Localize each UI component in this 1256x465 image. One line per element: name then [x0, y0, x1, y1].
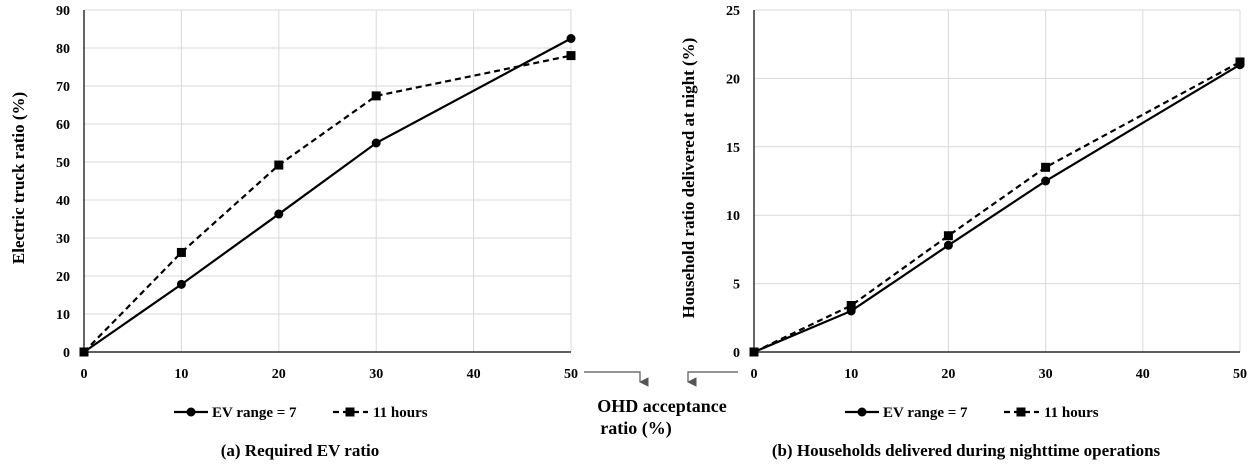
tick-labels: 0 5 10 15 20 25 0 10 20 30 40 50	[726, 4, 1247, 382]
legend-marker-circle	[857, 407, 867, 417]
legend-marker-square	[1016, 407, 1026, 417]
shared-label-line-1: OHD acceptance	[597, 396, 726, 416]
y-tick-label: 40	[56, 194, 70, 209]
arrow-left	[584, 371, 649, 387]
data-point-square	[274, 160, 284, 170]
shared-x-axis-label: OHD acceptance ratio (%)	[584, 371, 738, 439]
legend-label-series-2: 11 hours	[1044, 405, 1099, 421]
series-line-2	[753, 61, 1241, 353]
data-point-circle	[274, 209, 284, 219]
y-tick-label: 20	[56, 270, 70, 285]
gridlines	[84, 9, 572, 352]
legend-marker-circle	[186, 407, 196, 417]
data-point-square	[371, 91, 381, 101]
series-line-1	[753, 63, 1241, 354]
data-point-square	[846, 300, 856, 310]
chart-households-delivered: 0 5 10 15 20 25 0 10 20 30 40 50 Household ratio de…	[679, 4, 1247, 460]
series-line-2	[83, 54, 572, 353]
y-tick-label: 15	[726, 141, 740, 156]
data-point-circle	[176, 279, 186, 289]
data-point-square	[943, 231, 953, 241]
chart-caption: (a) Required EV ratio	[221, 441, 380, 460]
series	[79, 34, 576, 357]
chart-caption: (b) Households delivered during nighttim…	[772, 441, 1161, 460]
x-tick-label: 30	[369, 367, 383, 382]
legend: EV range = 7 11 hours	[845, 405, 1099, 421]
y-tick-label: 30	[56, 232, 70, 247]
x-tick-label: 10	[174, 367, 188, 382]
x-tick-label: 50	[1233, 367, 1247, 382]
data-point-circle	[1041, 176, 1051, 186]
x-tick-label: 0	[81, 367, 88, 382]
x-tick-label: 0	[751, 367, 758, 382]
data-point-square	[176, 247, 186, 257]
x-tick-label: 40	[467, 367, 481, 382]
x-tick-label: 50	[564, 367, 578, 382]
data-point-square	[749, 347, 759, 357]
arrow-right	[687, 371, 738, 387]
x-tick-label: 30	[1039, 367, 1053, 382]
y-tick-label: 0	[733, 346, 740, 361]
x-tick-label: 40	[1136, 367, 1150, 382]
y-tick-label: 25	[726, 4, 740, 19]
data-point-circle	[943, 240, 953, 250]
y-tick-label: 80	[56, 42, 70, 57]
data-point-square	[79, 347, 89, 357]
data-point-square	[1235, 57, 1245, 67]
y-tick-label: 20	[726, 72, 740, 87]
y-tick-label: 60	[56, 118, 70, 133]
shared-label-line-2: ratio (%)	[600, 418, 671, 439]
y-tick-label: 10	[56, 308, 70, 323]
y-tick-label: 70	[56, 80, 70, 95]
x-tick-label: 10	[844, 367, 858, 382]
series	[749, 57, 1245, 357]
legend-label-series-2: 11 hours	[373, 405, 428, 421]
gridlines	[754, 9, 1241, 352]
y-tick-label: 5	[733, 278, 740, 293]
legend: EV range = 7 11 hours	[174, 405, 428, 421]
y-tick-label: 50	[56, 156, 70, 171]
x-tick-label: 20	[941, 367, 955, 382]
y-tick-label: 0	[63, 346, 70, 361]
y-tick-label: 10	[726, 209, 740, 224]
y-axis-label: Electric truck ratio (%)	[9, 92, 28, 264]
legend-marker-square	[345, 407, 355, 417]
x-tick-label: 20	[272, 367, 286, 382]
y-axis-label: Household ratio delivered at night (%)	[679, 38, 698, 319]
data-point-square	[566, 51, 576, 61]
chart-required-ev-ratio: 0 10 20 30 40 50 60 70 80 90 0 10 20 30 40 50 Electric …	[9, 4, 578, 460]
data-point-square	[1041, 162, 1051, 172]
legend-label-series-1: EV range = 7	[883, 405, 968, 421]
data-point-circle	[566, 34, 576, 43]
y-tick-label: 90	[56, 4, 70, 19]
tick-labels: 0 10 20 30 40 50 60 70 80 90 0 10 20 30 40 50	[56, 4, 578, 382]
legend-label-series-1: EV range = 7	[212, 405, 297, 421]
data-point-circle	[371, 138, 381, 148]
